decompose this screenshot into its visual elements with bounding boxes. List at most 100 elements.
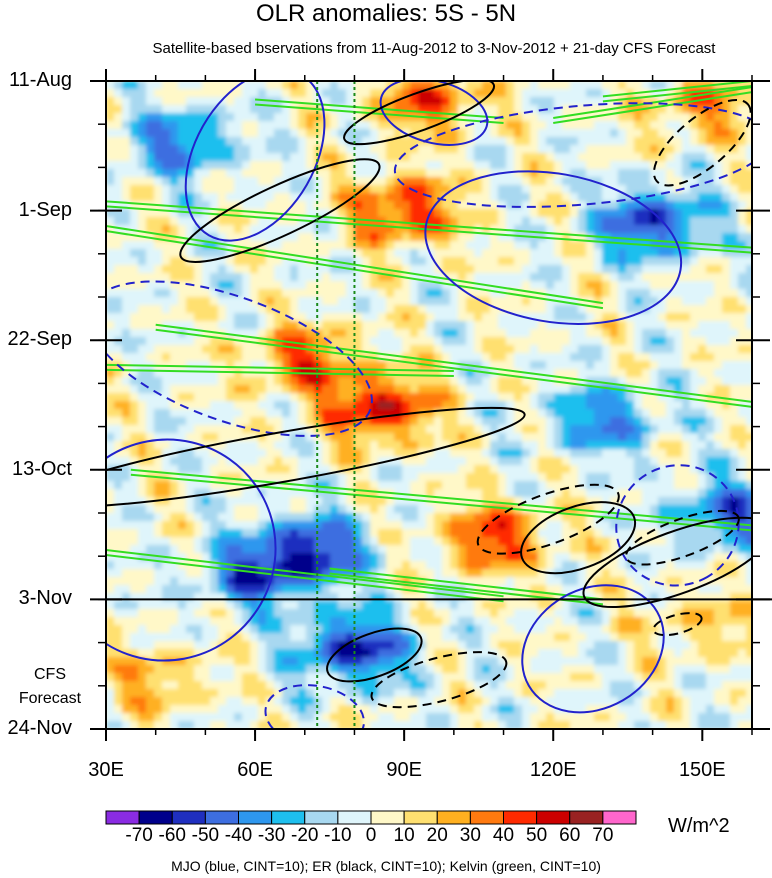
heat-cell bbox=[338, 249, 347, 258]
heat-cell bbox=[626, 169, 635, 178]
heat-cell bbox=[490, 361, 499, 370]
heat-cell bbox=[346, 409, 355, 418]
heat-cell bbox=[322, 361, 331, 370]
heat-cell bbox=[178, 385, 187, 394]
heat-cell bbox=[538, 121, 547, 130]
heat-cell bbox=[370, 409, 379, 418]
heat-cell bbox=[418, 281, 427, 290]
heat-cell bbox=[618, 241, 627, 250]
heat-cell bbox=[146, 97, 155, 106]
heat-cell bbox=[218, 345, 227, 354]
heat-cell bbox=[226, 89, 235, 98]
heat-cell bbox=[186, 305, 195, 314]
heat-cell bbox=[258, 313, 267, 322]
heat-cell bbox=[290, 105, 299, 114]
heat-cell bbox=[690, 273, 699, 282]
heat-cell bbox=[386, 209, 395, 218]
heat-cell bbox=[586, 225, 595, 234]
heat-cell bbox=[370, 561, 379, 570]
heat-cell bbox=[490, 265, 499, 274]
heat-cell bbox=[202, 329, 211, 338]
heat-cell bbox=[362, 121, 371, 130]
heat-cell bbox=[474, 241, 483, 250]
heat-cell bbox=[106, 537, 115, 546]
heat-cell bbox=[602, 297, 611, 306]
heat-cell bbox=[330, 449, 339, 458]
heat-cell bbox=[362, 497, 371, 506]
heat-cell bbox=[178, 305, 187, 314]
heat-cell bbox=[298, 513, 307, 522]
heat-cell bbox=[674, 153, 683, 162]
heat-cell bbox=[594, 153, 603, 162]
heat-cell bbox=[242, 489, 251, 498]
heat-cell bbox=[546, 185, 555, 194]
heat-cell bbox=[698, 449, 707, 458]
heat-cell bbox=[418, 481, 427, 490]
heat-cell bbox=[394, 513, 403, 522]
heat-cell bbox=[458, 265, 467, 274]
heat-cell bbox=[410, 329, 419, 338]
heat-cell bbox=[698, 201, 707, 210]
heat-cell bbox=[674, 305, 683, 314]
heat-cell bbox=[258, 257, 267, 266]
heat-cell bbox=[194, 185, 203, 194]
heat-cell bbox=[314, 473, 323, 482]
heat-cell bbox=[410, 321, 419, 330]
heat-cell bbox=[282, 81, 291, 90]
heat-cell bbox=[698, 273, 707, 282]
heat-cell bbox=[746, 209, 752, 218]
heat-cell bbox=[266, 385, 275, 394]
heat-cell bbox=[138, 337, 147, 346]
heat-cell bbox=[498, 361, 507, 370]
heat-cell bbox=[354, 241, 363, 250]
heat-cell bbox=[674, 233, 683, 242]
heat-cell bbox=[546, 409, 555, 418]
heat-cell bbox=[386, 97, 395, 106]
heat-cell bbox=[354, 417, 363, 426]
heat-cell bbox=[682, 193, 691, 202]
heat-cell bbox=[450, 345, 459, 354]
heat-cell bbox=[514, 137, 523, 146]
heat-cell bbox=[330, 481, 339, 490]
heat-cell bbox=[378, 169, 387, 178]
heat-cell bbox=[634, 265, 643, 274]
heat-cell bbox=[442, 401, 451, 410]
heat-cell bbox=[682, 337, 691, 346]
heat-cell bbox=[282, 561, 291, 570]
heat-cell bbox=[466, 257, 475, 266]
heat-cell bbox=[546, 361, 555, 370]
heat-cell bbox=[514, 313, 523, 322]
heat-cell bbox=[538, 433, 547, 442]
heat-cell bbox=[106, 545, 115, 554]
heat-cell bbox=[162, 569, 171, 578]
heat-cell bbox=[362, 433, 371, 442]
heat-cell bbox=[330, 273, 339, 282]
heat-cell bbox=[322, 273, 331, 282]
heat-cell bbox=[282, 105, 291, 114]
heat-cell bbox=[738, 209, 747, 218]
heat-cell bbox=[122, 89, 131, 98]
heat-cell bbox=[618, 225, 627, 234]
heat-cell bbox=[338, 321, 347, 330]
heat-cell bbox=[250, 201, 259, 210]
heat-cell bbox=[514, 345, 523, 354]
heat-cell bbox=[482, 433, 491, 442]
heat-cell bbox=[314, 129, 323, 138]
heat-cell bbox=[178, 129, 187, 138]
heat-cell bbox=[210, 337, 219, 346]
heat-cell bbox=[266, 409, 275, 418]
heat-cell bbox=[410, 193, 419, 202]
heat-cell bbox=[370, 457, 379, 466]
heat-cell bbox=[506, 473, 515, 482]
heat-cell bbox=[698, 105, 707, 114]
heat-cell bbox=[338, 569, 347, 578]
heat-cell bbox=[250, 489, 259, 498]
heat-cell bbox=[746, 337, 752, 346]
heat-cell bbox=[402, 465, 411, 474]
heat-cell bbox=[474, 297, 483, 306]
heat-cell bbox=[514, 121, 523, 130]
heat-cell bbox=[354, 217, 363, 226]
heat-cell bbox=[746, 177, 752, 186]
heat-cell bbox=[130, 449, 139, 458]
heat-cell bbox=[738, 329, 747, 338]
